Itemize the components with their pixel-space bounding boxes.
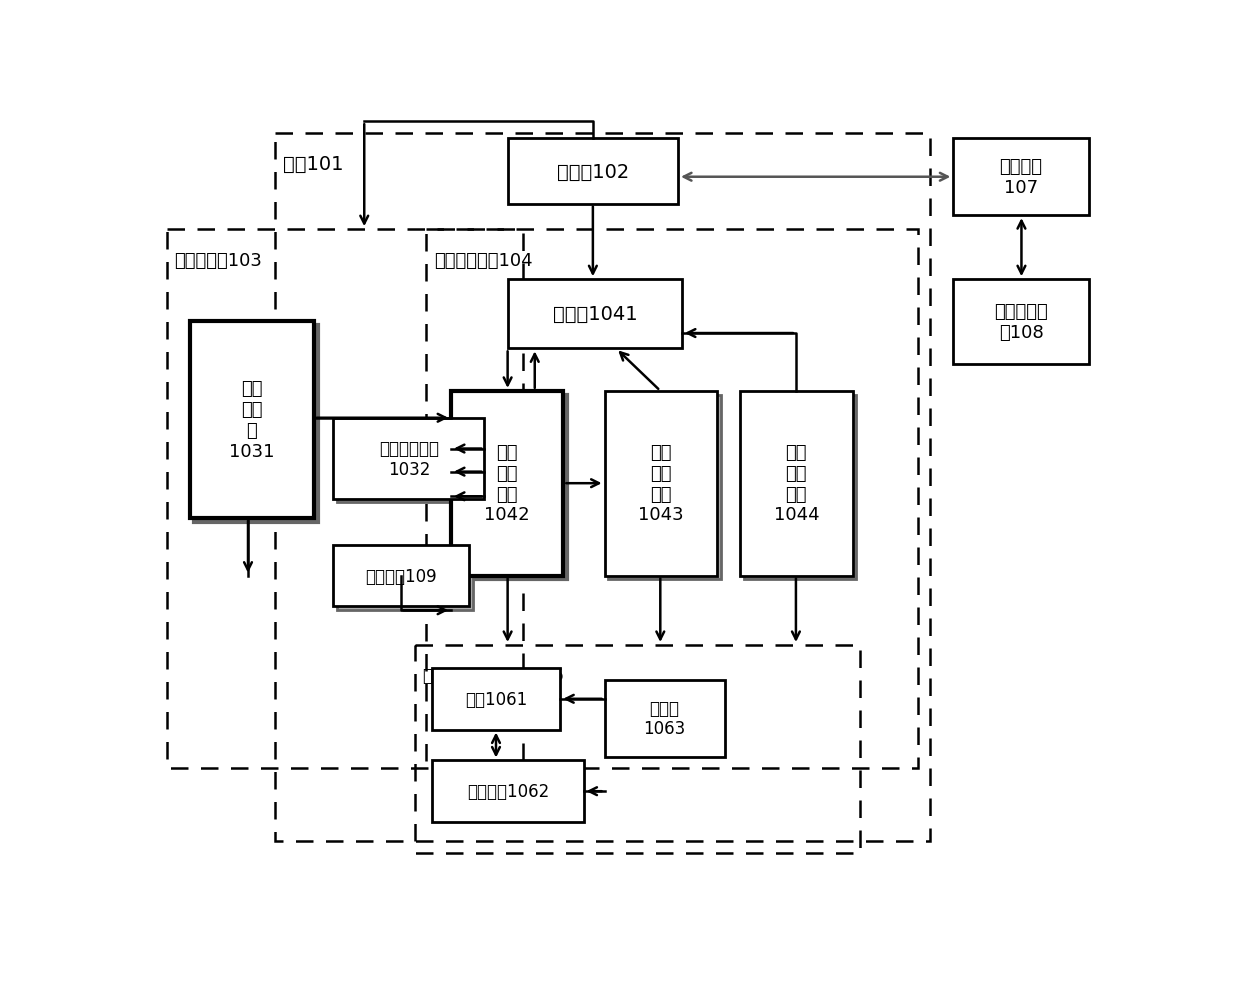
- Bar: [433, 669, 560, 730]
- Text: 测试信号源103: 测试信号源103: [175, 251, 262, 269]
- Bar: [337, 549, 472, 610]
- Bar: [954, 280, 1089, 365]
- Bar: [451, 391, 563, 576]
- Bar: [605, 680, 724, 757]
- Text: 过流保护及电压监测装置106: 过流保护及电压监测装置106: [423, 667, 564, 684]
- Bar: [334, 418, 485, 499]
- Text: 继保
测试
仪
1031: 继保 测试 仪 1031: [229, 380, 274, 460]
- Text: 开关
量输
出板
1042: 开关 量输 出板 1042: [485, 444, 529, 524]
- Bar: [334, 545, 469, 606]
- Bar: [507, 280, 682, 349]
- Bar: [414, 645, 861, 853]
- Bar: [166, 230, 523, 768]
- Text: 继电器板1062: 继电器板1062: [467, 783, 549, 801]
- Text: 直流可调电源
1032: 直流可调电源 1032: [378, 440, 439, 478]
- Bar: [740, 391, 853, 576]
- Bar: [507, 139, 678, 204]
- Text: 采集控制装置104: 采集控制装置104: [434, 251, 533, 269]
- Text: 人机交互界
面108: 人机交互界 面108: [994, 303, 1048, 341]
- Text: 主板1061: 主板1061: [465, 690, 527, 708]
- Bar: [193, 326, 317, 523]
- Text: 显示屏
1063: 显示屏 1063: [644, 699, 686, 738]
- Text: 主控板1041: 主控板1041: [553, 305, 637, 324]
- Bar: [954, 139, 1089, 216]
- Bar: [337, 422, 489, 503]
- Bar: [427, 230, 919, 768]
- Bar: [609, 395, 720, 580]
- Text: 模拟
量输
入板
1043: 模拟 量输 入板 1043: [637, 444, 683, 524]
- Text: 后台主机
107: 后台主机 107: [999, 158, 1043, 197]
- Text: 开关
量输
入板
1044: 开关 量输 入板 1044: [774, 444, 820, 524]
- Text: 前置机102: 前置机102: [557, 163, 629, 181]
- Text: 开关电源109: 开关电源109: [366, 567, 436, 585]
- Bar: [190, 322, 314, 519]
- Bar: [455, 395, 567, 580]
- Bar: [744, 395, 857, 580]
- Bar: [275, 134, 930, 841]
- Bar: [433, 760, 584, 822]
- Text: 机柜101: 机柜101: [283, 155, 343, 175]
- Bar: [605, 391, 717, 576]
